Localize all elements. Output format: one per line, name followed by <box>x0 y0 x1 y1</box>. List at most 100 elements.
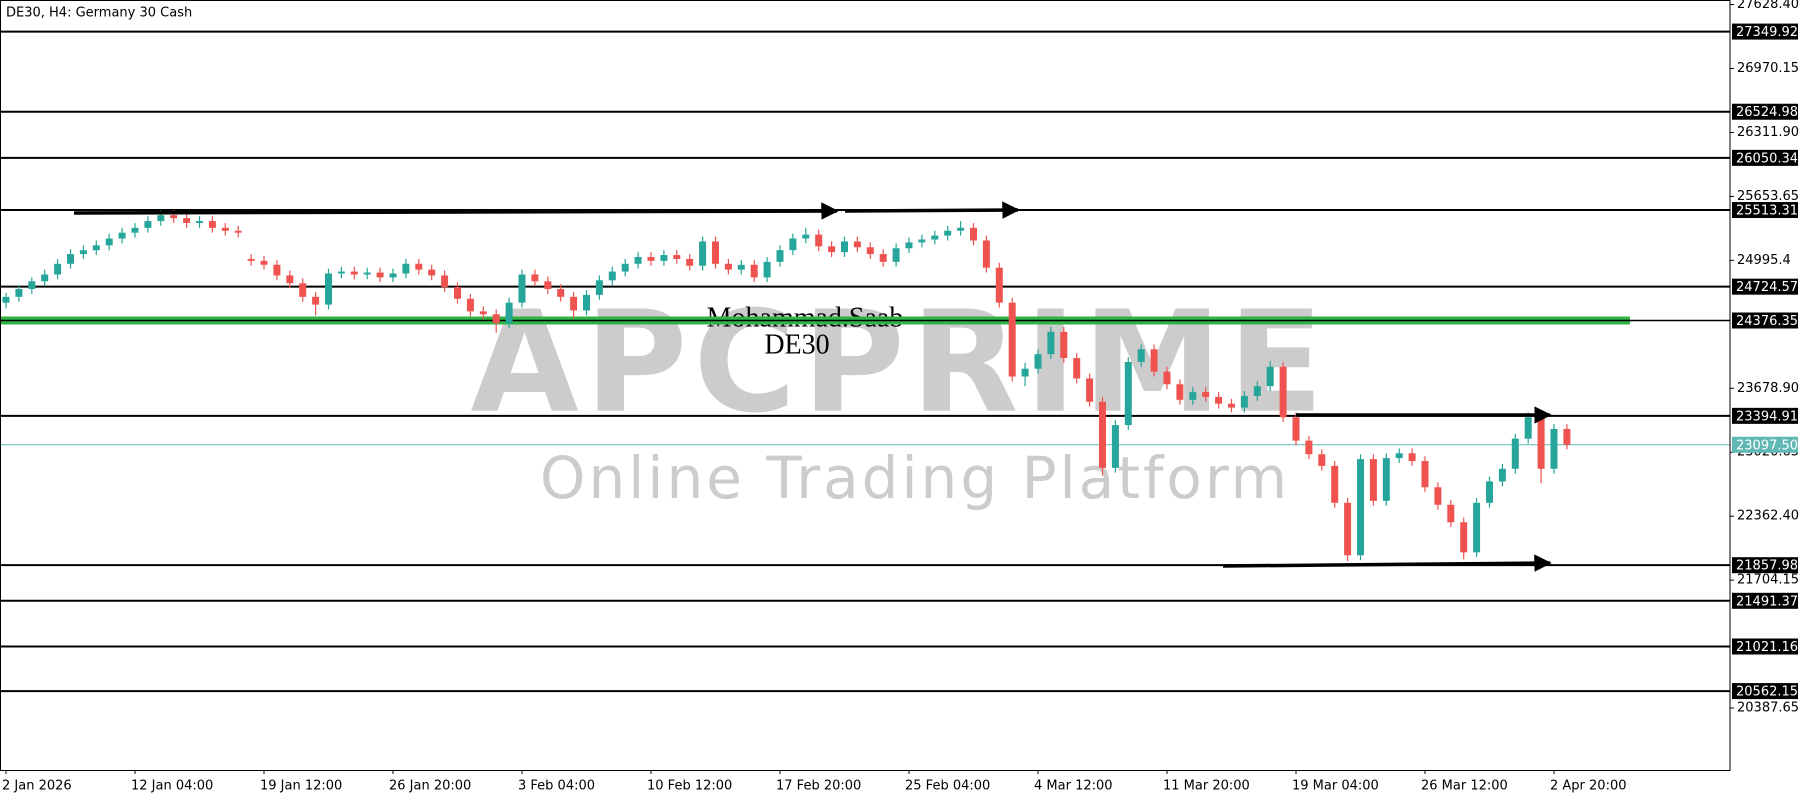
x-tick-label: 19 Jan 12:00 <box>260 779 342 794</box>
level-label-bg <box>1732 312 1798 329</box>
candle-body <box>28 281 36 290</box>
x-tick-label: 2 Apr 20:00 <box>1550 779 1627 794</box>
x-tick-label: 17 Feb 20:00 <box>776 779 861 794</box>
y-tick-label: 20387.65 <box>1737 701 1799 716</box>
candle-body <box>350 271 358 275</box>
candle-body <box>724 263 732 270</box>
candle-body <box>312 296 320 305</box>
candle-body <box>686 258 694 266</box>
candle-body <box>970 227 977 241</box>
current-price-bg <box>1732 436 1798 453</box>
candle-body <box>157 215 165 222</box>
candle-body <box>1369 459 1377 501</box>
annotation-symbol: DE30 <box>764 329 829 360</box>
candle-body <box>1111 425 1119 468</box>
candle-body <box>79 250 87 255</box>
candle-body <box>1511 438 1519 469</box>
candle-body <box>363 272 371 275</box>
y-tick-label: 26311.90 <box>1737 125 1799 140</box>
y-tick-label: 23678.90 <box>1737 381 1799 396</box>
x-tick-label: 19 Mar 04:00 <box>1292 779 1379 794</box>
trend-arrow <box>73 202 839 220</box>
level-label: 27349.92 <box>1736 25 1798 40</box>
candle-body <box>879 254 887 262</box>
candle-body <box>866 247 874 255</box>
candle-body <box>1137 349 1145 362</box>
candle-body <box>621 263 629 272</box>
candle-body <box>712 241 719 264</box>
candle-body <box>325 273 332 305</box>
candle-body <box>853 241 861 248</box>
candle-body <box>1408 453 1416 462</box>
candle-body <box>1099 401 1106 468</box>
level-label: 25513.31 <box>1736 204 1798 219</box>
candle-body <box>892 248 900 262</box>
candle-body <box>1215 396 1223 404</box>
level-label-bg <box>1732 23 1798 40</box>
candle-body <box>634 256 642 264</box>
trend-arrow <box>1222 554 1552 572</box>
candle-body <box>1034 354 1042 369</box>
y-tick-label: 25653.65 <box>1737 189 1799 204</box>
candle-body <box>505 302 513 324</box>
candle-body <box>1240 395 1248 408</box>
candle-body <box>208 221 216 228</box>
candle-body <box>1473 502 1481 553</box>
level-label-bg <box>1732 202 1798 219</box>
watermark-tagline: Online Trading Platform <box>540 444 1290 512</box>
y-tick-label: 24995.4 <box>1737 253 1791 268</box>
candle-body <box>699 241 707 266</box>
level-label: 21491.37 <box>1736 594 1798 609</box>
candle-body <box>492 314 500 324</box>
candle-body <box>1008 302 1016 377</box>
level-label-bg <box>1732 103 1798 120</box>
candle-body <box>1150 349 1158 372</box>
candle-body <box>144 221 152 228</box>
candle-body <box>1395 453 1403 459</box>
candle-body <box>299 283 307 297</box>
candle-body <box>1253 386 1261 396</box>
candle-body <box>1176 384 1184 400</box>
trend-arrows <box>73 201 1552 572</box>
chart-title: DE30, H4: Germany 30 Cash <box>6 6 192 21</box>
candle-body <box>660 255 668 261</box>
candle-body <box>531 274 539 282</box>
candle-body <box>67 254 74 264</box>
candle-body <box>1486 481 1493 503</box>
level-label: 26050.34 <box>1736 151 1798 166</box>
candle-body <box>221 227 229 231</box>
candle-body <box>402 263 410 274</box>
candle-body <box>415 263 423 270</box>
candle-body <box>763 261 771 278</box>
candle-body <box>273 264 281 276</box>
x-tick-label: 2 Jan 2026 <box>2 779 72 794</box>
candle-body <box>1073 358 1081 379</box>
x-tick-label: 3 Feb 04:00 <box>518 779 595 794</box>
candle-body <box>105 238 113 246</box>
x-tick-label: 4 Mar 12:00 <box>1034 779 1113 794</box>
candle-body <box>337 271 345 274</box>
candle-body <box>789 238 797 251</box>
candle-body <box>841 241 848 253</box>
candle-body <box>544 281 552 290</box>
candle-body <box>1524 417 1532 439</box>
candle-body <box>2 296 10 303</box>
candle-body <box>1086 378 1094 402</box>
x-tick-label: 25 Feb 04:00 <box>905 779 990 794</box>
candle-body <box>647 256 655 261</box>
candle-body <box>1060 331 1068 359</box>
candle-body <box>595 280 603 295</box>
y-tick-label: 21704.15 <box>1737 573 1799 588</box>
candle-body <box>286 275 294 284</box>
candle-body <box>673 255 681 259</box>
candle-body <box>1563 428 1571 445</box>
candle-body <box>1421 461 1429 488</box>
candle-body <box>802 234 810 239</box>
candle-body <box>183 218 191 223</box>
candle-body <box>1344 502 1352 556</box>
y-tick-label: 26970.15 <box>1737 61 1799 76</box>
plot-frame <box>0 0 1731 771</box>
candle-body <box>1189 392 1197 400</box>
candle-body <box>995 267 1003 303</box>
candle-body <box>518 274 526 303</box>
